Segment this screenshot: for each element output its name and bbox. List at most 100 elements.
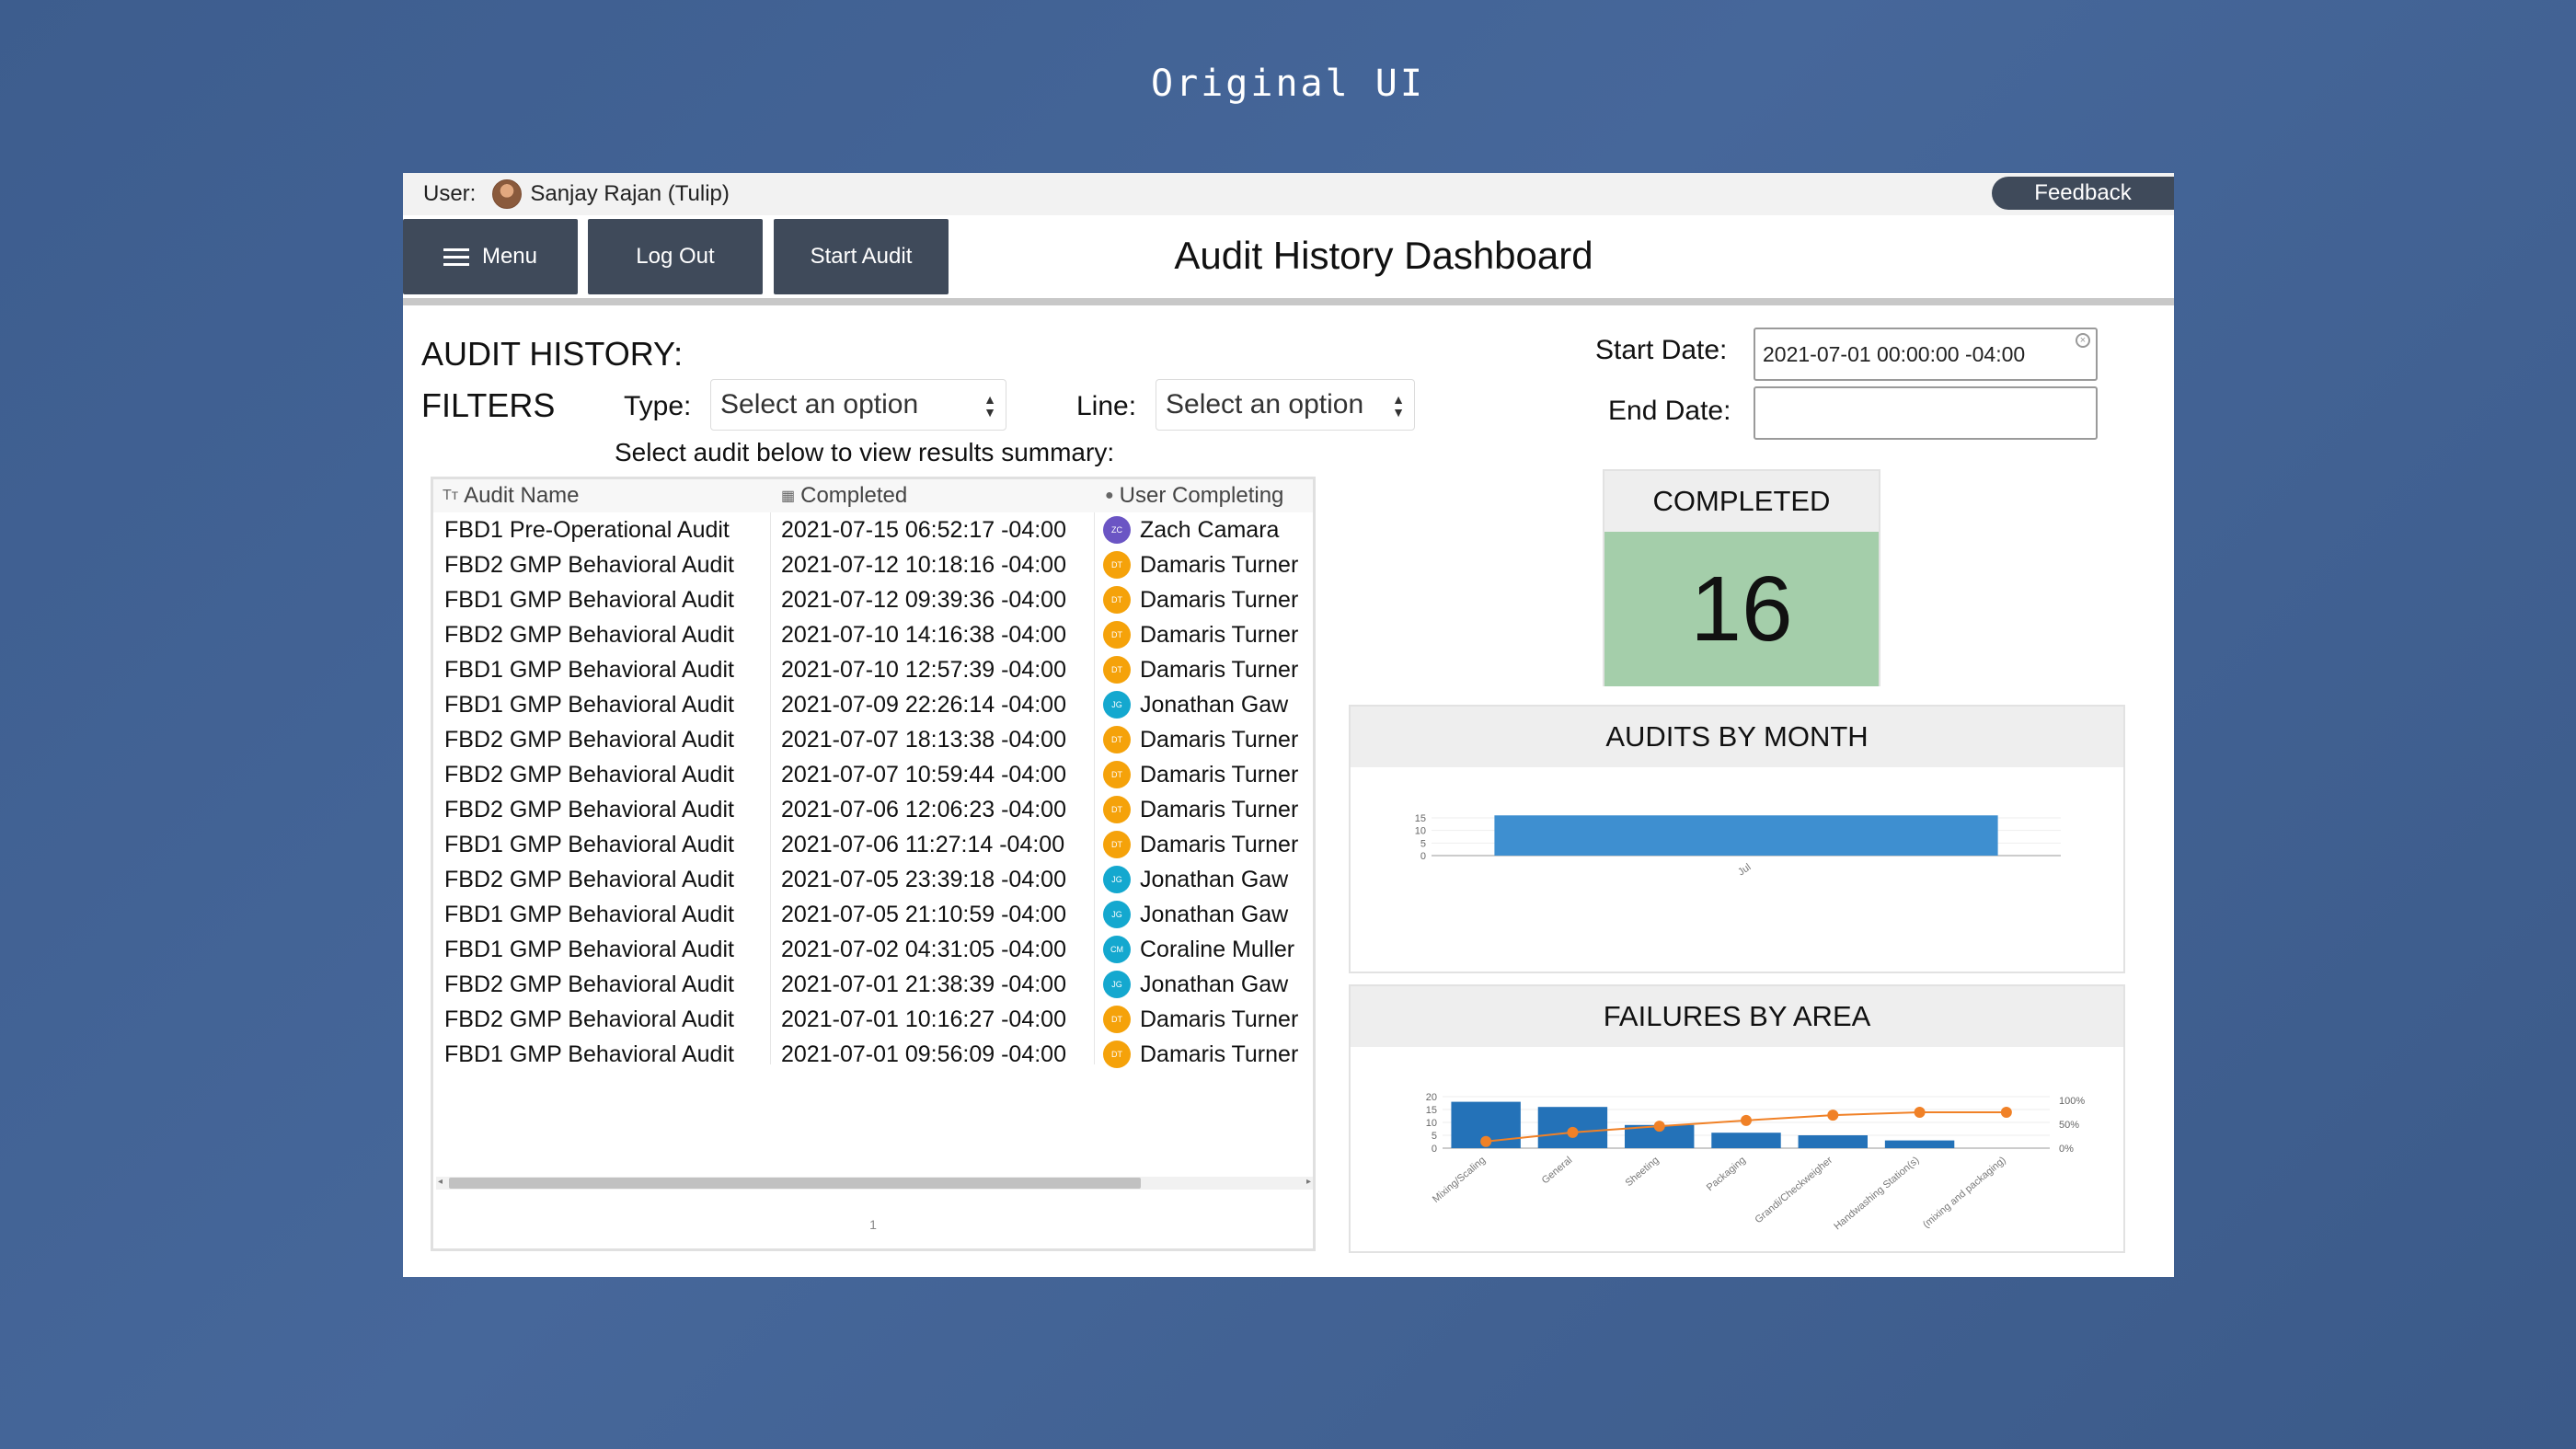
x-tick-label: General [1540,1155,1575,1186]
line-point [1914,1107,1926,1118]
audits-by-month-chart: 0 510 15 Jul [1415,813,2061,878]
column-label: Completed [800,483,908,508]
hamburger-icon [443,244,469,270]
table-row[interactable]: FBD1 GMP Behavioral Audit 2021-07-10 12:5… [433,652,1313,687]
table-row[interactable]: FBD2 GMP Behavioral Audit 2021-07-07 10:5… [433,757,1313,792]
line-point [1741,1114,1752,1126]
x-tick-label: Sheeting [1624,1155,1662,1189]
completed-cell: 2021-07-07 18:13:38 -04:00 [781,726,1066,753]
user-cell: ZC Zach Camara [1103,512,1315,547]
table-row[interactable]: FBD1 GMP Behavioral Audit 2021-07-02 04:3… [433,932,1313,967]
feedback-button[interactable]: Feedback [1992,177,2174,210]
completed-cell: 2021-07-05 23:39:18 -04:00 [781,866,1066,892]
start-date-label: Start Date: [1595,335,1728,365]
user-label: User: [423,181,477,206]
completed-cell: 2021-07-01 21:38:39 -04:00 [781,971,1066,997]
horizontal-scrollbar[interactable]: ◂ ▸ [436,1177,1313,1190]
audit-name-cell: FBD1 GMP Behavioral Audit [444,1041,734,1067]
table-row[interactable]: FBD2 GMP Behavioral Audit 2021-07-10 14:1… [433,617,1313,652]
user-cell: DT Damaris Turner [1103,547,1315,582]
dashboard-title: Audit History Dashboard [1174,234,1593,277]
calendar-icon: ▦ [781,489,796,504]
user-cell: DT Damaris Turner [1103,617,1315,652]
logout-button[interactable]: Log Out [588,219,763,294]
user-name: Damaris Turner [1140,1006,1299,1032]
user-name: Zach Camara [1140,516,1280,543]
column-header-user[interactable]: ● User Completing [1105,479,1283,512]
completed-cell: 2021-07-02 04:31:05 -04:00 [781,936,1066,962]
menu-label: Menu [481,244,538,269]
user-avatar: DT [1103,831,1131,858]
bar [1798,1135,1868,1148]
audit-name-cell: FBD2 GMP Behavioral Audit [444,551,734,578]
audit-name-cell: FBD2 GMP Behavioral Audit [444,726,734,753]
line-select[interactable]: Select an option ▲ ▼ [1156,379,1415,431]
table-row[interactable]: FBD2 GMP Behavioral Audit 2021-07-01 21:3… [433,967,1313,1002]
audit-name-cell: FBD2 GMP Behavioral Audit [444,1006,734,1032]
scroll-left-icon[interactable]: ◂ [438,1177,443,1187]
user-avatar: JG [1103,691,1131,719]
user-name: Damaris Turner [1140,621,1299,648]
user-name: Jonathan Gaw [1140,971,1289,997]
table-row[interactable]: FBD1 GMP Behavioral Audit 2021-07-05 21:1… [433,897,1313,932]
user-bar: User: Sanjay Rajan (Tulip) Feedback [403,173,2174,215]
user-cell: DT Damaris Turner [1103,582,1315,617]
user-cell: DT Damaris Turner [1103,652,1315,687]
start-audit-button[interactable]: Start Audit [774,219,949,294]
completed-cell: 2021-07-15 06:52:17 -04:00 [781,516,1066,543]
user-avatar: JG [1103,901,1131,928]
table-row[interactable]: FBD1 GMP Behavioral Audit 2021-07-01 09:5… [433,1037,1313,1072]
table-row[interactable]: FBD1 GMP Behavioral Audit 2021-07-09 22:2… [433,687,1313,722]
y-tick-label: 5 [1420,838,1426,849]
completed-cell: 2021-07-10 12:57:39 -04:00 [781,656,1066,683]
table-row[interactable]: FBD2 GMP Behavioral Audit 2021-07-05 23:3… [433,862,1313,897]
completed-cell: 2021-07-01 10:16:27 -04:00 [781,1006,1066,1032]
start-date-field[interactable]: 2021-07-01 00:00:00 -04:00 × [1754,328,2098,381]
user-name: Damaris Turner [1140,831,1299,857]
column-header-completed[interactable]: ▦ Completed [781,479,907,512]
user-avatar: DT [1103,1041,1131,1068]
y-tick-label: 10 [1415,826,1426,837]
end-date-field[interactable] [1754,386,2098,440]
clear-icon[interactable]: × [2076,333,2090,348]
table-row[interactable]: FBD2 GMP Behavioral Audit 2021-07-07 18:1… [433,722,1313,757]
user-name: Damaris Turner [1140,796,1299,822]
table-row[interactable]: FBD2 GMP Behavioral Audit 2021-07-12 10:1… [433,547,1313,582]
failures-by-area-panel: FAILURES BY AREA 0 5 10 15 20 0% 50% 100% Mixing… [1349,984,2125,1253]
audit-name-cell: FBD1 GMP Behavioral Audit [444,936,734,962]
user-cell: JG Jonathan Gaw [1103,967,1315,1002]
completed-cell: 2021-07-12 09:39:36 -04:00 [781,586,1066,613]
audit-history-heading: AUDIT HISTORY: [421,335,684,373]
column-label: User Completing [1119,483,1284,508]
user-name: Coraline Muller [1140,936,1295,962]
type-select[interactable]: Select an option ▲ ▼ [710,379,1006,431]
table-row[interactable]: FBD2 GMP Behavioral Audit 2021-07-06 12:0… [433,792,1313,827]
audit-name-cell: FBD1 GMP Behavioral Audit [444,901,734,927]
start-date-value: 2021-07-01 00:00:00 -04:00 [1763,341,2026,366]
audits-by-month-panel: AUDITS BY MONTH 0 5 10 15 Jul [1349,705,2125,973]
scrollbar-thumb[interactable] [449,1178,1141,1189]
completed-cell: 2021-07-06 11:27:14 -04:00 [781,831,1065,857]
line-select-value: Select an option [1166,389,1364,420]
user-cell: JG Jonathan Gaw [1103,862,1315,897]
table-row[interactable]: FBD1 GMP Behavioral Audit 2021-07-12 09:3… [433,582,1313,617]
user-cell: DT Damaris Turner [1103,757,1315,792]
column-header-audit-name[interactable]: Tт Audit Name [443,479,580,512]
user-avatar: DT [1103,796,1131,823]
user-avatar: DT [1103,656,1131,684]
x-tick-label: Grandi/Checkweigher [1753,1155,1834,1225]
menu-button[interactable]: Menu [403,219,578,294]
table-row[interactable]: FBD1 GMP Behavioral Audit 2021-07-06 11:2… [433,827,1313,862]
user-name: Jonathan Gaw [1140,691,1289,718]
table-row[interactable]: FBD1 Pre-Operational Audit 2021-07-15 06:… [433,512,1313,547]
audit-name-cell: FBD1 GMP Behavioral Audit [444,656,734,683]
type-select-value: Select an option [720,389,919,420]
table-row[interactable]: FBD2 GMP Behavioral Audit 2021-07-01 10:1… [433,1002,1313,1037]
divider [403,298,2174,305]
audit-name-cell: FBD2 GMP Behavioral Audit [444,761,734,788]
user-name: Damaris Turner [1140,551,1299,578]
scroll-right-icon[interactable]: ▸ [1305,1177,1311,1187]
user-avatar: DT [1103,1006,1131,1033]
page-number[interactable]: 1 [869,1217,877,1232]
user-cell: DT Damaris Turner [1103,722,1315,757]
